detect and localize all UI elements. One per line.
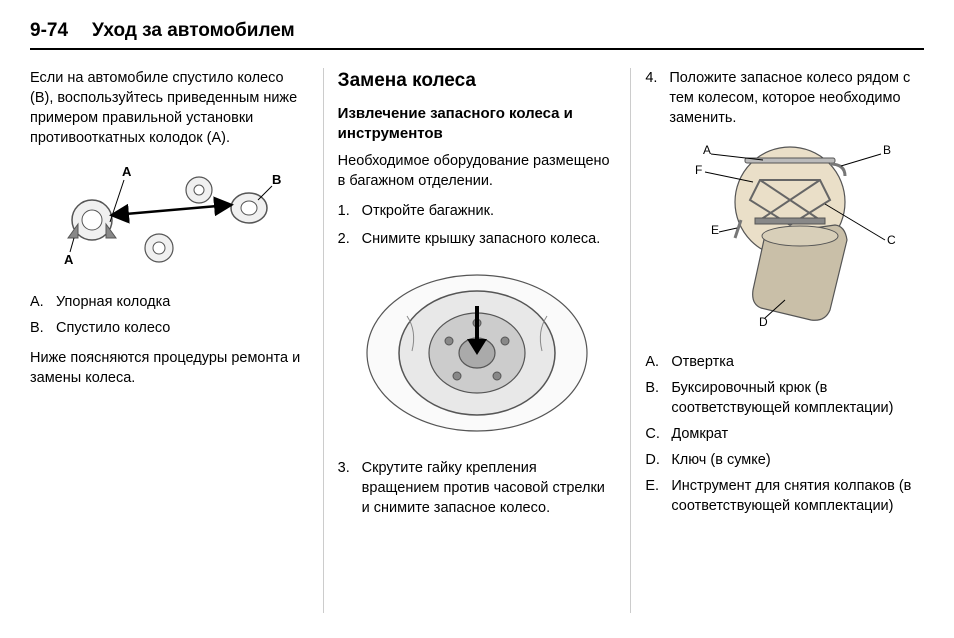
legend-item: E. Инструмент для снятия колпаков (в соо… [645, 476, 924, 516]
step-item: 1. Откройте багажник. [338, 201, 617, 221]
page-title: Уход за автомобилем [92, 20, 295, 42]
step-num: 2. [338, 229, 362, 249]
legend-text: Упорная колодка [56, 292, 170, 312]
col1-below: Ниже поясняются процедуры ремонта и заме… [30, 348, 309, 388]
column-1: Если на автомобиле спустило колесо (B), … [30, 68, 323, 613]
svg-text:A: A [703, 143, 711, 157]
spare-wheel-svg [357, 261, 597, 436]
step-4: 4. Положите запасное колесо рядом с тем … [645, 68, 924, 128]
legend-item: A. Упорная колодка [30, 292, 309, 312]
fig1-label-A-top: A [122, 164, 132, 179]
col3-legend-list: A. Отвертка B. Буксировочный крюк (в соо… [645, 352, 924, 516]
fig1-label-B: B [272, 172, 281, 187]
page-number: 9-74 [30, 20, 68, 42]
step-text: Снимите крышку запасного колеса. [362, 229, 617, 249]
steps-1-2: 1. Откройте багажник. 2. Снимите крышку … [338, 201, 617, 249]
figure-tools: A B F C E D [645, 140, 924, 336]
step-num: 1. [338, 201, 362, 221]
legend-item: B. Спустило колесо [30, 318, 309, 338]
legend-marker: C. [645, 424, 671, 444]
col2-h1: Замена колеса [338, 68, 617, 94]
svg-text:E: E [711, 223, 719, 237]
step-num: 3. [338, 458, 362, 518]
svg-text:B: B [883, 143, 891, 157]
col1-legend-list: A. Упорная колодка B. Спустило колесо [30, 292, 309, 338]
legend-text: Ключ (в сумке) [671, 450, 770, 470]
legend-marker: E. [645, 476, 671, 516]
content-columns: Если на автомобиле спустило колесо (B), … [30, 68, 924, 613]
col1-intro: Если на автомобиле спустило колесо (B), … [30, 68, 309, 148]
figure-spare-wheel [338, 261, 617, 442]
legend-text: Отвертка [671, 352, 734, 372]
legend-marker: B. [30, 318, 56, 338]
tools-svg: A B F C E D [665, 140, 905, 330]
step-item: 3. Скрутите гайку крепления вращением пр… [338, 458, 617, 518]
legend-item: D. Ключ (в сумке) [645, 450, 924, 470]
legend-text: Инструмент для снятия колпаков (в соотве… [671, 476, 924, 516]
chocks-diagram-svg: A A B [44, 160, 294, 270]
legend-item: A. Отвертка [645, 352, 924, 372]
legend-text: Спустило колесо [56, 318, 170, 338]
legend-item: B. Буксировочный крюк (в соответствующей… [645, 378, 924, 418]
legend-marker: A. [645, 352, 671, 372]
fig1-label-A-bottom: A [64, 252, 74, 267]
legend-text: Буксировочный крюк (в соответствующей ко… [671, 378, 924, 418]
legend-text: Домкрат [671, 424, 728, 444]
legend-marker: B. [645, 378, 671, 418]
col2-h2: Извлечение запасного колеса и инструмент… [338, 104, 617, 143]
step-3: 3. Скрутите гайку крепления вращением пр… [338, 458, 617, 518]
legend-item: C. Домкрат [645, 424, 924, 444]
svg-text:F: F [695, 163, 702, 177]
step-text: Откройте багажник. [362, 201, 617, 221]
legend-marker: A. [30, 292, 56, 312]
figure-chocks: A A B [30, 160, 309, 276]
step-item: 2. Снимите крышку запасного колеса. [338, 229, 617, 249]
column-3: 4. Положите запасное колесо рядом с тем … [631, 68, 924, 613]
step-text: Положите запасное колесо рядом с тем кол… [669, 68, 924, 128]
legend-marker: D. [645, 450, 671, 470]
step-item: 4. Положите запасное колесо рядом с тем … [645, 68, 924, 128]
svg-text:C: C [887, 233, 896, 247]
step-text: Скрутите гайку крепления вращением проти… [362, 458, 617, 518]
step-num: 4. [645, 68, 669, 128]
page-header: 9-74 Уход за автомобилем [30, 20, 924, 50]
col2-intro: Необходимое оборудование размещено в баг… [338, 151, 617, 191]
column-2: Замена колеса Извлечение запасного колес… [323, 68, 632, 613]
